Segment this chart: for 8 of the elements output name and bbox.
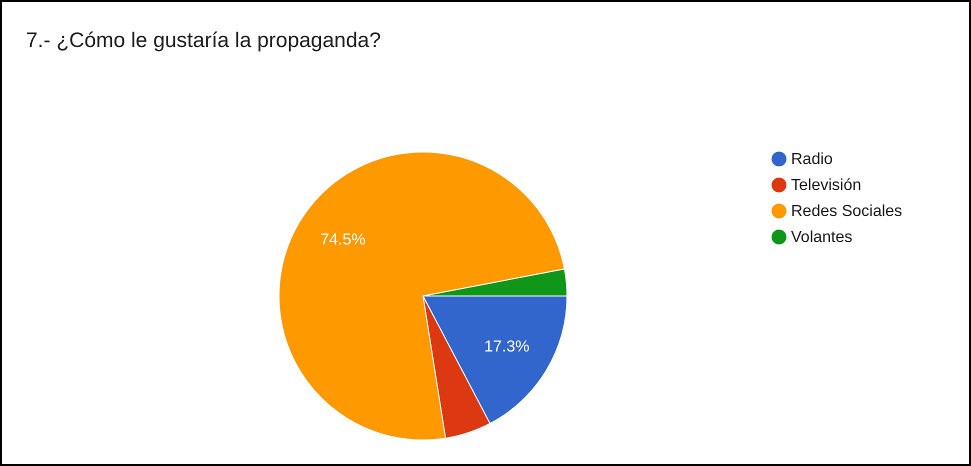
legend-label: Redes Sociales (791, 203, 902, 220)
legend-label: Volantes (791, 229, 852, 246)
chart-title: 7.- ¿Cómo le gustaría la propaganda? (26, 29, 381, 52)
legend-label: Televisión (791, 177, 862, 194)
legend-label: Radio (791, 151, 833, 168)
data-label: 17.3% (484, 338, 530, 356)
pie-slice (278, 152, 565, 440)
data-label: 74.5% (320, 232, 366, 249)
